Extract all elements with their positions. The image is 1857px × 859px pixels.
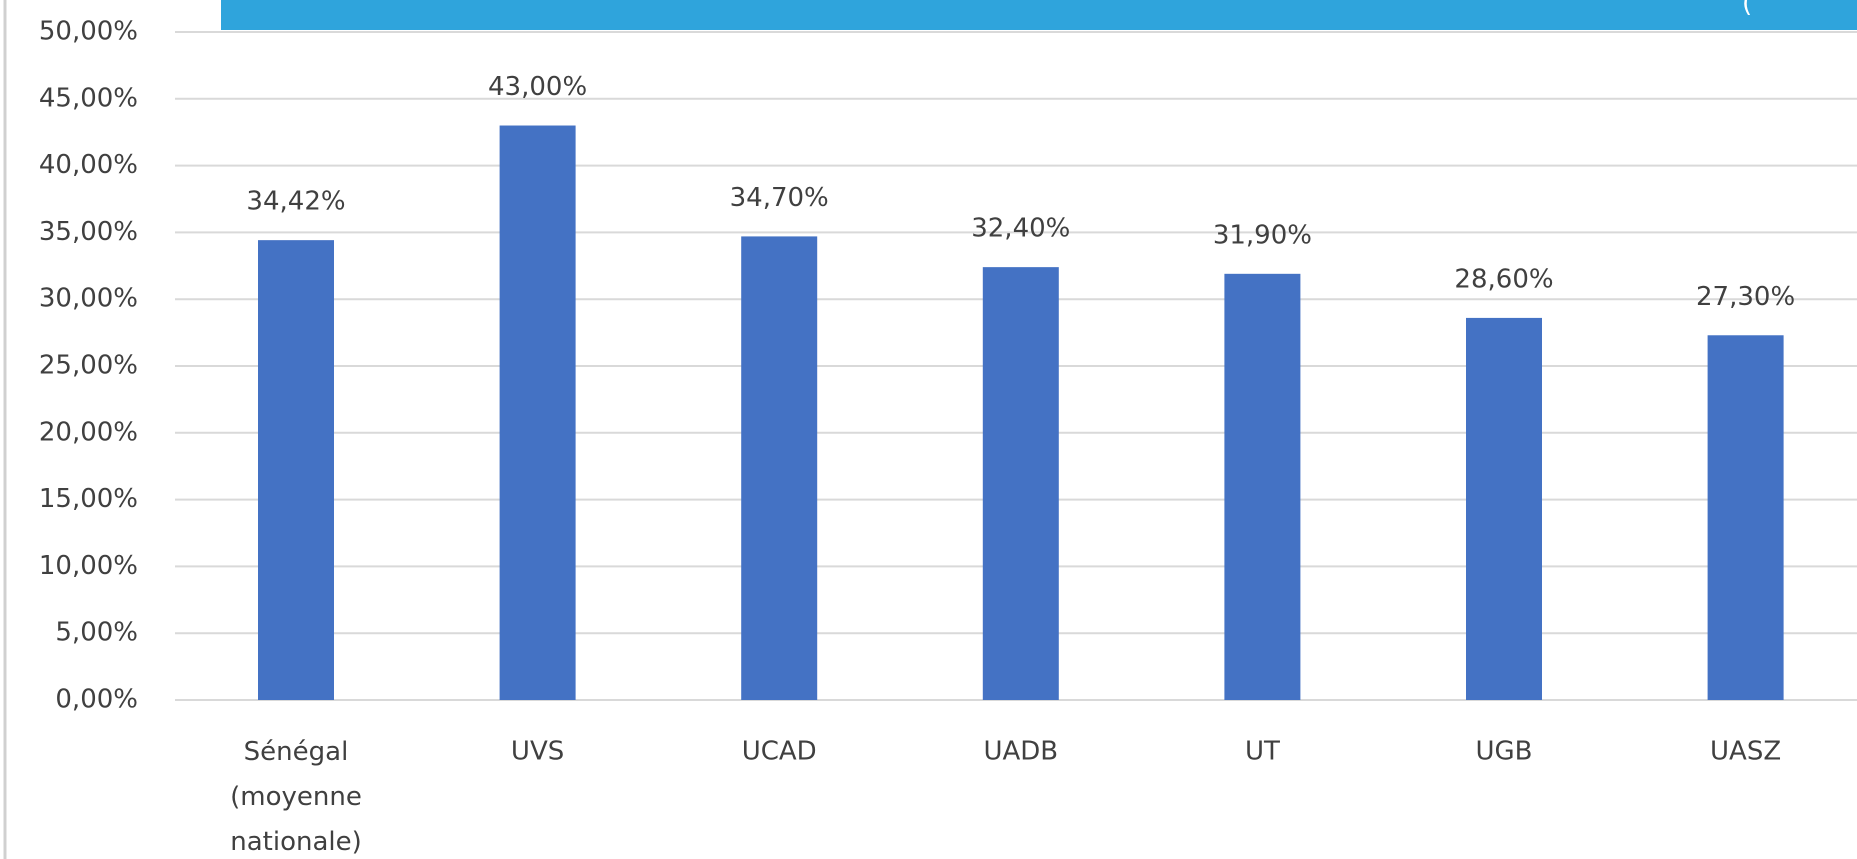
data-label: 32,40% <box>971 214 1070 244</box>
x-tick-label: UT <box>1245 737 1280 767</box>
y-tick-label: 15,00% <box>39 484 138 514</box>
y-tick-label: 50,00% <box>39 17 138 47</box>
bar <box>741 236 818 700</box>
header-band <box>221 0 1857 30</box>
y-tick-label: 0,00% <box>55 685 138 715</box>
y-tick-label: 25,00% <box>39 351 138 381</box>
data-label: 34,42% <box>246 187 345 217</box>
data-label: 34,70% <box>730 183 829 213</box>
y-tick-label: 40,00% <box>39 150 138 180</box>
bar <box>258 240 334 700</box>
bar <box>499 125 576 700</box>
y-tick-label: 45,00% <box>39 83 138 113</box>
bar <box>982 267 1059 700</box>
data-label: 31,90% <box>1213 220 1312 250</box>
bar <box>1707 335 1784 700</box>
data-label: 28,60% <box>1454 264 1553 294</box>
data-label: 43,00% <box>488 72 587 102</box>
y-tick-label: 20,00% <box>39 417 138 447</box>
x-tick-label: UGB <box>1475 737 1532 767</box>
x-tick-label: UCAD <box>742 737 817 767</box>
x-tick-label: UADB <box>983 737 1058 767</box>
y-tick-label: 10,00% <box>39 551 138 581</box>
x-tick-label: UASZ <box>1710 737 1781 767</box>
bar <box>1466 317 1542 700</box>
y-tick-label: 5,00% <box>55 618 138 648</box>
x-tick-label: Sénégal (moyenne nationale) <box>230 737 362 857</box>
data-label: 27,30% <box>1696 282 1795 312</box>
header-text: ( <box>1742 0 1752 19</box>
y-tick-label: 35,00% <box>39 217 138 247</box>
bar <box>1224 273 1301 700</box>
y-tick-label: 30,00% <box>39 284 138 314</box>
x-tick-label: UVS <box>511 737 564 767</box>
